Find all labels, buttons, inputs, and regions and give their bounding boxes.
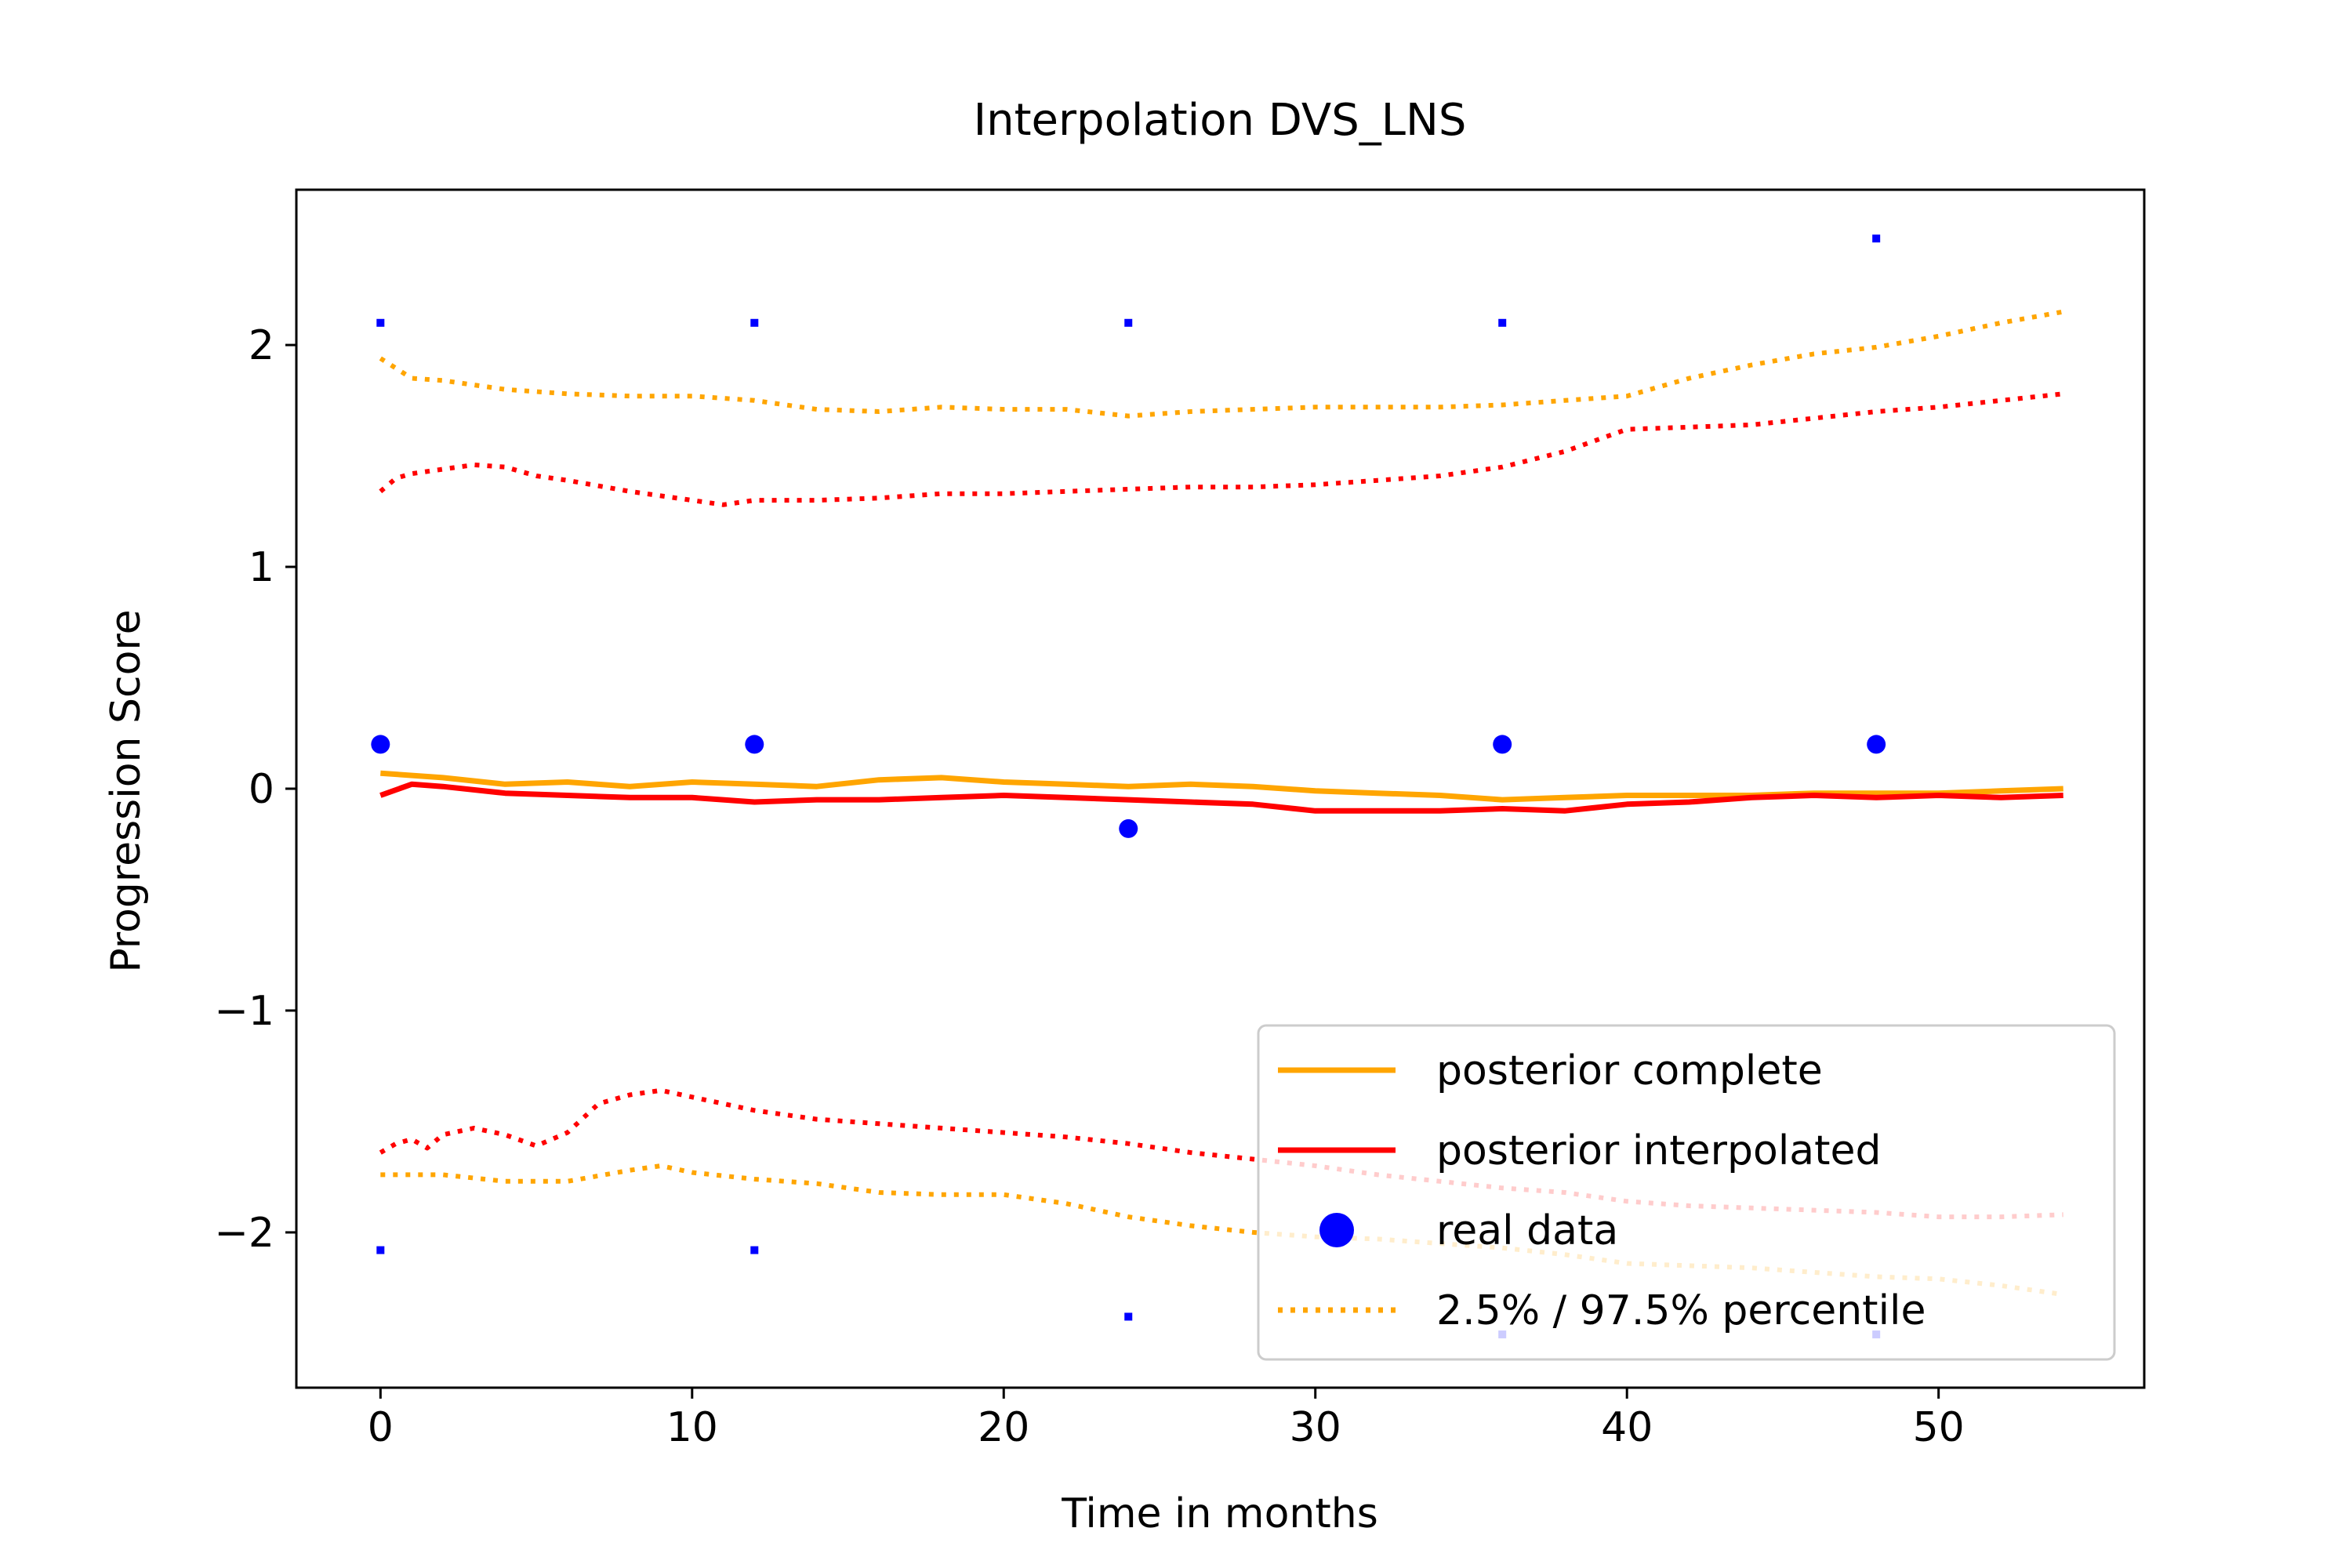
- x-tick-label-4: 40: [1601, 1404, 1653, 1451]
- interval-mark-4: [1872, 234, 1881, 243]
- series-line-2: [379, 309, 2064, 419]
- x-axis-label: Time in months: [1061, 1490, 1378, 1537]
- real-data-point-0: [371, 735, 390, 754]
- x-tick-label-3: 30: [1290, 1404, 1341, 1451]
- x-tick-label-2: 20: [978, 1404, 1029, 1451]
- plot-area: [295, 188, 2146, 1389]
- y-tick-label-3: 1: [249, 544, 274, 591]
- interval-mark-7: [1124, 1312, 1133, 1321]
- x-tick-label-0: 0: [368, 1404, 394, 1451]
- y-tick-label-1: −1: [214, 988, 274, 1035]
- x-tick-label-5: 50: [1913, 1404, 1965, 1451]
- chart-title: Interpolation DVS_LNS: [974, 95, 1467, 146]
- interval-mark-3: [1498, 318, 1507, 327]
- real-data-point-1: [745, 735, 764, 754]
- interval-mark-0: [376, 318, 385, 327]
- interval-mark-6: [750, 1246, 759, 1254]
- y-axis: −2 −1 0 1 2: [214, 322, 296, 1257]
- legend-box: [1257, 1024, 2116, 1361]
- series-line-1: [379, 781, 2063, 814]
- legend-label-0: posterior complete: [1436, 1047, 1823, 1094]
- real-data-point-2: [1119, 818, 1138, 838]
- real-data-point-3: [1493, 735, 1512, 754]
- y-tick-label-4: 2: [249, 322, 274, 369]
- real-data-point-4: [1867, 735, 1886, 754]
- interval-mark-5: [376, 1246, 385, 1254]
- series-line-4: [379, 391, 2064, 507]
- x-tick-label-1: 10: [666, 1404, 718, 1451]
- interval-mark-1: [750, 318, 759, 327]
- legend-label-2: real data: [1436, 1207, 1618, 1254]
- y-tick-label-0: −2: [214, 1210, 274, 1257]
- interval-mark-2: [1124, 318, 1133, 327]
- x-axis: 0 10 20 30 40 50: [368, 1388, 1965, 1451]
- series-line-5: [379, 1087, 2063, 1220]
- legend-marker-2: [1319, 1213, 1354, 1247]
- legend: posterior complete posterior interpolated…: [1257, 1024, 2116, 1361]
- series-line-3: [380, 1163, 2064, 1298]
- legend-label-1: posterior interpolated: [1436, 1127, 1882, 1174]
- y-axis-label: Progression Score: [103, 609, 150, 972]
- y-tick-label-2: 0: [249, 766, 274, 813]
- legend-label-3: 2.5% / 97.5% percentile: [1436, 1287, 1926, 1334]
